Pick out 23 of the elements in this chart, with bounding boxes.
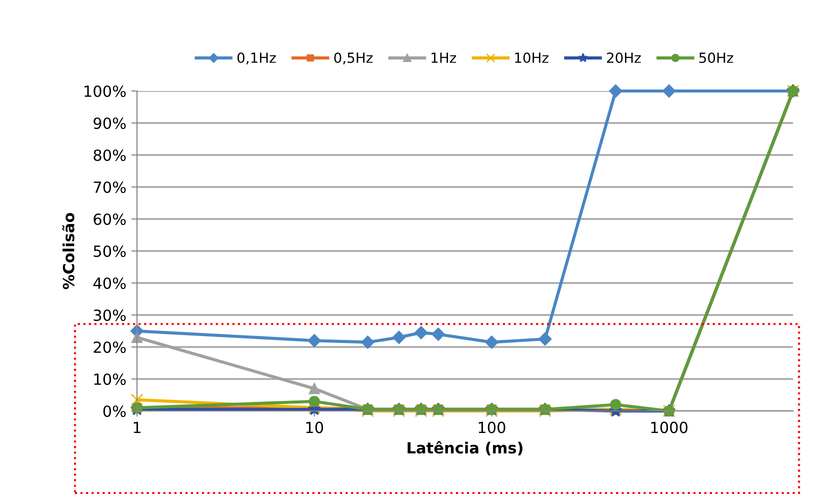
legend-label: 0,5Hz xyxy=(334,52,373,64)
y-tick-label: 0% xyxy=(103,405,126,418)
y-tick-label: 10% xyxy=(94,373,126,386)
y-axis-title: %Colisão xyxy=(62,212,74,290)
y-tick-label: 80% xyxy=(94,149,126,162)
legend-label: 50Hz xyxy=(699,52,734,64)
x-tick-label: 100 xyxy=(478,422,506,434)
x-tick-label: 1 xyxy=(134,422,140,434)
y-tick-label: 90% xyxy=(94,117,126,130)
x-tick-label: 10 xyxy=(306,422,324,434)
y-tick-label: 60% xyxy=(94,213,126,226)
y-tick-label: 40% xyxy=(93,277,126,290)
y-tick-label: 70% xyxy=(94,181,126,194)
legend-label: 0,1Hz xyxy=(237,52,276,64)
y-tick-label: 50% xyxy=(94,245,126,258)
y-tick-label: 30% xyxy=(94,309,126,322)
legend-label: 1Hz xyxy=(432,52,456,63)
x-tick-label: 1000 xyxy=(651,422,688,434)
legend-label: 10Hz xyxy=(515,52,548,64)
y-tick-label: 20% xyxy=(94,341,126,354)
legend-label: 20Hz xyxy=(606,52,641,64)
y-tick-label: 100% xyxy=(84,85,126,98)
x-axis-title: Latência (ms) xyxy=(408,441,522,456)
